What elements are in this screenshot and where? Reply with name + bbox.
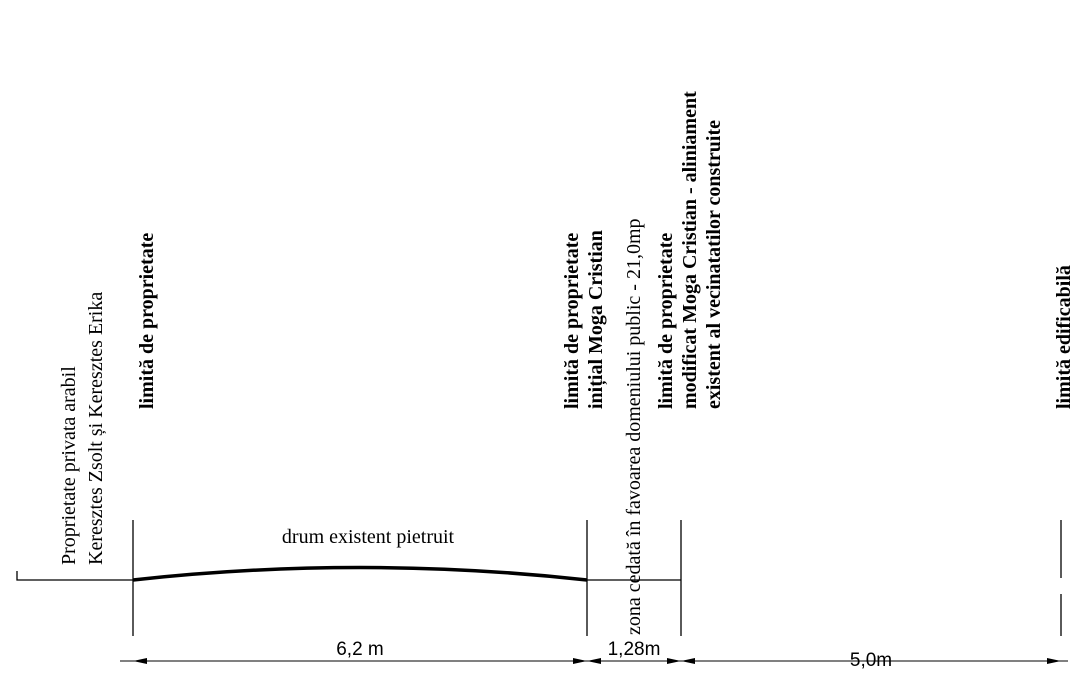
limit-label-3-line3: existent al vecinatatilor construite (703, 120, 725, 409)
dimension-label-setback: 5,0m (850, 650, 892, 671)
limit-label-1: limită de proprietate (136, 233, 158, 409)
ceded-zone-label: zona cedată în favoarea domeniului publi… (623, 218, 645, 635)
limit-label-3-line2: modificat Moga Cristian - aliniament (679, 91, 701, 409)
ground-line-left (16, 571, 133, 581)
dim-arrow (573, 658, 587, 664)
road-surface (132, 565, 588, 582)
dim-arrow (667, 658, 681, 664)
road-label: drum existent pietruit (282, 526, 455, 548)
left-owner-line2: Keresztes Zsolt și Keresztes Erika (85, 292, 107, 565)
limit-label-4: limită edificabilă (1053, 265, 1075, 409)
dim-arrow (681, 658, 695, 664)
limit-label-3-line1: limită de proprietate (655, 233, 677, 409)
dimension-label-ceded: 1,28m (608, 639, 661, 660)
limit-label-2-line1: limită de proprietate (561, 233, 583, 409)
dim-arrow (133, 658, 147, 664)
dim-arrow (1047, 658, 1061, 664)
limit-label-2-line2: inițial Moga Cristian (585, 230, 608, 409)
dimension-label-road: 6,2 m (336, 639, 384, 660)
left-owner-line1: Proprietate privata arabil (58, 366, 80, 565)
dim-arrow (587, 658, 601, 664)
